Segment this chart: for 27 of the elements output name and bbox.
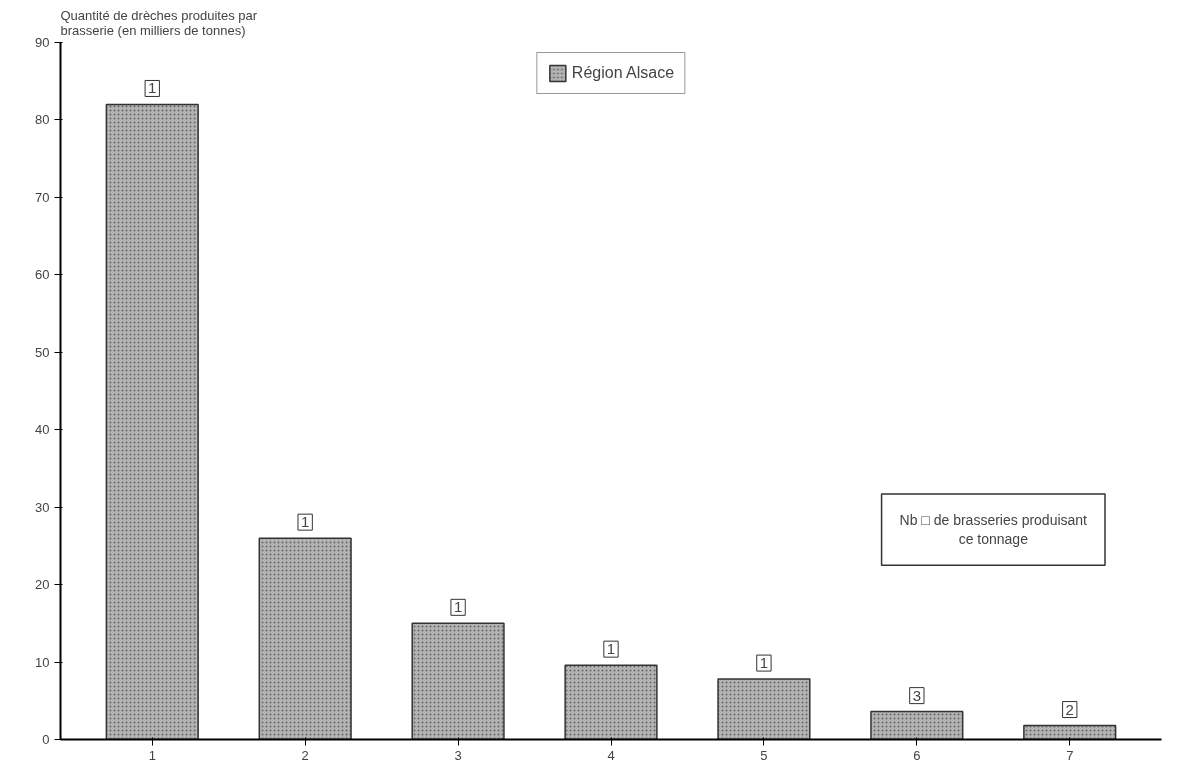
annotation: 3 <box>912 686 922 704</box>
annotation: 2 <box>1065 700 1074 718</box>
y-tick-label: 70 <box>35 189 50 205</box>
x-tick-label: 5 <box>760 747 768 763</box>
y-tick-label: 20 <box>35 577 50 593</box>
y-axis-title: Quantité de drèches produites par brasserie (en milliers de tonnes) <box>60 7 258 38</box>
annotation: 1 <box>148 79 157 97</box>
y-tick-label: 10 <box>35 654 50 670</box>
annotation: 1 <box>606 640 616 658</box>
annotation: 1 <box>759 654 769 672</box>
x-tick-label: 6 <box>913 747 921 763</box>
x-tick-label: 3 <box>454 747 462 763</box>
y-tick-label: 80 <box>35 112 50 128</box>
y-tick-label: 90 <box>35 35 50 50</box>
legend-label: Région Alsace <box>571 64 675 82</box>
annotation: Nb □ de brasseries produisant ce tonnage <box>899 512 1088 548</box>
y-tick-label: 30 <box>35 499 50 515</box>
y-tick-label: 40 <box>35 422 50 438</box>
annotation: 1 <box>453 598 463 616</box>
y-tick-label: 50 <box>35 344 50 360</box>
x-tick-label: 1 <box>148 747 156 763</box>
y-tick-label: 60 <box>35 267 50 283</box>
x-tick-label: 7 <box>1066 747 1074 763</box>
annotation: 1 <box>301 513 310 531</box>
x-tick-label: 4 <box>607 747 615 763</box>
x-tick-label: 2 <box>301 747 309 763</box>
y-tick-label: 0 <box>42 732 50 747</box>
